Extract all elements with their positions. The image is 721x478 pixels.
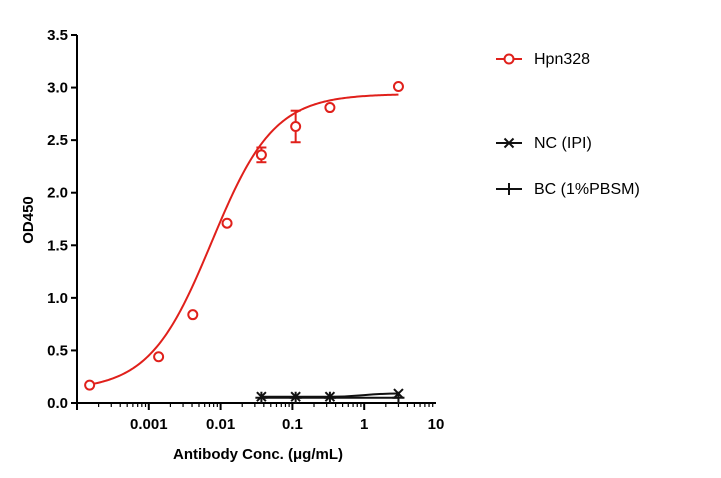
y-tick-label: 3.0 [47,80,68,97]
data-point [324,102,336,114]
data-marks [84,81,405,404]
legend: Hpn328 NC (IPI) BC (1%PBSM) [496,51,640,198]
x-tick-label: 10 [428,416,445,433]
legend-item: NC (IPI) [496,135,592,152]
legend-item: BC (1%PBSM) [496,181,640,198]
marker-stroke [503,137,515,149]
y-tick-label: 2.5 [47,132,68,149]
y-tick-label: 1.0 [47,290,68,307]
x-axis-label: Antibody Conc. (μg/mL) [173,446,343,463]
data-point [153,351,165,363]
data-point [392,81,404,93]
x-tick-label: 1 [360,416,368,433]
legend-marker [503,53,515,65]
data-point [84,379,96,391]
y-axis-label: OD450 [20,196,37,244]
y-tick-label: 3.5 [47,27,68,44]
x-tick-label: 0.1 [282,416,303,433]
data-point [323,391,336,404]
legend-marker [503,183,515,195]
y-tick-label: 2.0 [47,185,68,202]
legend-label: BC (1%PBSM) [534,181,640,198]
y-tick-label: 1.5 [47,237,68,254]
series-2 [255,391,405,404]
x-tick-label: 0.01 [206,416,235,433]
data-point [255,149,267,161]
legend-label: Hpn328 [534,51,590,68]
data-point [187,309,199,321]
data-point [221,217,233,229]
data-point [255,391,268,404]
x-tick-label: 0.001 [130,416,168,433]
y-tick-label: 0.0 [47,395,68,412]
fit-curve-hpn328 [89,93,399,386]
fit-curve-control-1 [261,392,399,398]
data-point [392,391,405,404]
axes: 0.0 0.5 1.0 1.5 2.0 2.5 3.0 3.5 0.001 0.01 0.1 1 10 [47,27,444,433]
legend-marker [503,137,515,149]
legend-label: NC (IPI) [534,135,592,152]
legend-item: Hpn328 [496,51,590,68]
y-tick-label: 0.5 [47,342,68,359]
data-point [290,120,302,132]
data-point [289,391,302,404]
fit-curves [89,93,399,399]
series-0 [84,81,404,391]
